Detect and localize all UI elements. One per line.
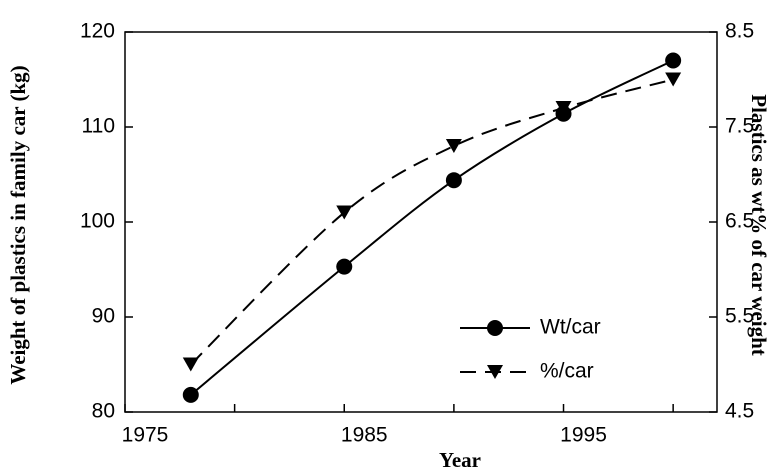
data-point	[182, 386, 199, 403]
y-tick-label: 90	[92, 305, 115, 328]
data-point	[182, 357, 199, 372]
x-axis-label: Year	[439, 448, 481, 472]
data-point	[336, 205, 353, 220]
y-tick-label: 110	[82, 115, 115, 138]
data-point	[445, 172, 462, 189]
plot-frame	[124, 31, 718, 413]
legend-label: %/car	[540, 360, 594, 383]
series-line	[190, 78, 674, 366]
data-point	[555, 101, 572, 115]
data-point	[665, 72, 682, 87]
y2-tick-label: 7.5	[725, 115, 754, 138]
data-point	[445, 139, 462, 153]
y2-tick-label: 6.5	[725, 210, 754, 233]
data-point	[336, 258, 353, 275]
y2-tick-label: 8.5	[725, 20, 754, 43]
legend-marker	[487, 320, 503, 336]
y-tick-label: 120	[80, 20, 115, 43]
y-tick-label: 80	[92, 400, 115, 423]
x-tick-label: 1985	[341, 424, 388, 447]
series-line	[190, 59, 674, 396]
legend-label: Wt/car	[540, 316, 601, 339]
y2-tick-label: 4.5	[725, 400, 754, 423]
y2-tick-label: 5.5	[725, 305, 754, 328]
x-tick-label: 1975	[122, 424, 169, 447]
x-tick-label: 1995	[560, 424, 607, 447]
data-point	[665, 52, 682, 69]
y2-axis-label: Plastics as wt% of car weight	[747, 94, 771, 356]
y-axis-label: Weight of plastics in family car (kg)	[6, 65, 30, 384]
y-tick-label: 100	[80, 210, 115, 233]
legend-marker	[487, 365, 503, 379]
